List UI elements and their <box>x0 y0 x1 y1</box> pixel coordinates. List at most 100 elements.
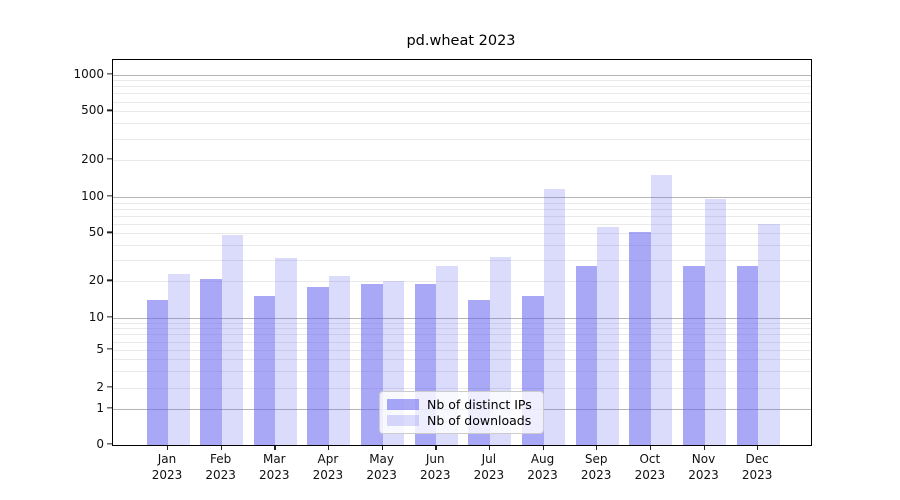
y-tick-label: 1 <box>96 400 104 415</box>
legend-label-downloads: Nb of downloads <box>427 413 532 428</box>
y-tick-mark <box>106 109 112 112</box>
gridline-minor <box>113 202 811 204</box>
y-tick-mark <box>106 348 112 350</box>
legend-swatch-distinct-ips <box>387 399 419 410</box>
bar-distinct-ips <box>736 265 759 445</box>
gridline-minor <box>113 281 811 283</box>
x-tick-mark <box>488 445 491 450</box>
y-tick-mark <box>106 72 112 75</box>
bar-downloads <box>650 174 673 445</box>
bar-distinct-ips <box>629 232 651 445</box>
y-tick-mark <box>106 231 112 233</box>
x-tick-label: Jun 2023 <box>419 452 451 482</box>
bar-distinct-ips <box>307 286 329 445</box>
y-tick-label: 10 <box>88 309 104 324</box>
y-tick-mark <box>106 406 112 409</box>
gridline-minor <box>113 138 811 140</box>
x-tick-label: Jan 2023 <box>151 452 183 482</box>
x-tick-label: Oct 2023 <box>634 452 666 482</box>
bar-downloads <box>221 235 244 445</box>
y-tick-mark <box>106 443 112 445</box>
y-tick-label: 2 <box>96 379 104 394</box>
y-tick-label: 20 <box>88 273 104 288</box>
y-tick-label: 200 <box>81 152 104 167</box>
gridline-minor <box>113 322 811 324</box>
gridline-major <box>113 74 811 76</box>
gridline-minor <box>113 123 811 125</box>
x-tick-label: Jul 2023 <box>473 452 505 482</box>
x-tick-mark <box>649 445 652 450</box>
plot-area <box>112 59 812 446</box>
gridline-minor <box>113 387 811 389</box>
gridline-minor <box>113 223 811 225</box>
gridline-minor <box>113 101 811 103</box>
x-tick-mark <box>167 445 169 450</box>
x-tick-mark <box>381 445 383 450</box>
legend-item-distinct-ips: Nb of distinct IPs <box>387 397 535 412</box>
gridline-minor <box>113 350 811 351</box>
y-tick-label: 0 <box>96 437 104 451</box>
gridline-minor <box>113 160 811 162</box>
bar-distinct-ips <box>683 265 705 445</box>
gridline-minor <box>113 208 811 210</box>
y-tick-mark <box>106 279 112 282</box>
bar-distinct-ips <box>575 265 598 445</box>
y-tick-label: 100 <box>81 189 104 203</box>
x-tick-mark <box>220 445 222 450</box>
y-tick-label: 500 <box>81 103 104 118</box>
gridline-minor <box>113 93 811 95</box>
legend-item-downloads: Nb of downloads <box>387 413 535 428</box>
bar-downloads <box>275 258 297 445</box>
gridline-minor <box>113 260 811 262</box>
x-tick-label: Apr 2023 <box>312 452 344 482</box>
y-tick-mark <box>106 386 112 388</box>
x-tick-label: Nov 2023 <box>688 452 719 482</box>
y-tick-label: 50 <box>88 225 104 240</box>
gridline-major <box>113 197 811 198</box>
legend-label-distinct-ips: Nb of distinct IPs <box>427 397 532 412</box>
gridline-minor <box>113 111 811 113</box>
x-tick-label: Mar 2023 <box>259 452 290 482</box>
x-tick-mark <box>757 445 759 450</box>
x-tick-mark <box>435 445 437 450</box>
bar-distinct-ips <box>146 300 168 445</box>
legend-swatch-downloads <box>387 415 419 426</box>
bar-downloads <box>328 276 351 445</box>
chart-title: pd.wheat 2023 <box>406 33 516 49</box>
gridline-minor <box>113 245 811 247</box>
bar-distinct-ips <box>361 284 383 445</box>
x-tick-label: Dec 2023 <box>741 452 773 482</box>
x-tick-mark <box>542 445 544 450</box>
y-tick-mark <box>106 158 112 160</box>
gridline-major <box>113 317 811 319</box>
x-tick-label: Feb 2023 <box>205 452 236 482</box>
bar-downloads <box>543 188 566 445</box>
x-tick-label: May 2023 <box>366 452 397 482</box>
gridline-minor <box>113 371 811 373</box>
gridline-minor <box>113 341 811 343</box>
y-tick-mark <box>106 195 112 197</box>
bar-downloads <box>597 227 619 445</box>
x-tick-mark <box>327 445 330 450</box>
bar-downloads <box>704 199 726 445</box>
y-tick-label: 5 <box>96 342 104 356</box>
x-tick-mark <box>596 445 598 450</box>
y-tick-mark <box>106 316 112 318</box>
gridline-minor <box>113 215 811 217</box>
bar-distinct-ips <box>253 296 276 445</box>
bar-downloads <box>758 223 780 445</box>
x-tick-mark <box>274 445 276 450</box>
gridline-minor <box>113 334 811 336</box>
gridline-minor <box>113 80 811 82</box>
y-tick-label: 1000 <box>73 66 104 81</box>
gridline-minor <box>113 359 811 361</box>
gridline-minor <box>113 233 811 235</box>
chart-legend: Nb of distinct IPs Nb of downloads <box>379 391 544 434</box>
bar-downloads <box>168 274 190 445</box>
gridline-minor <box>113 328 811 330</box>
gridline-minor <box>113 86 811 88</box>
x-tick-label: Sep 2023 <box>580 452 612 482</box>
x-tick-label: Aug 2023 <box>527 452 558 482</box>
bar-distinct-ips <box>200 278 222 445</box>
